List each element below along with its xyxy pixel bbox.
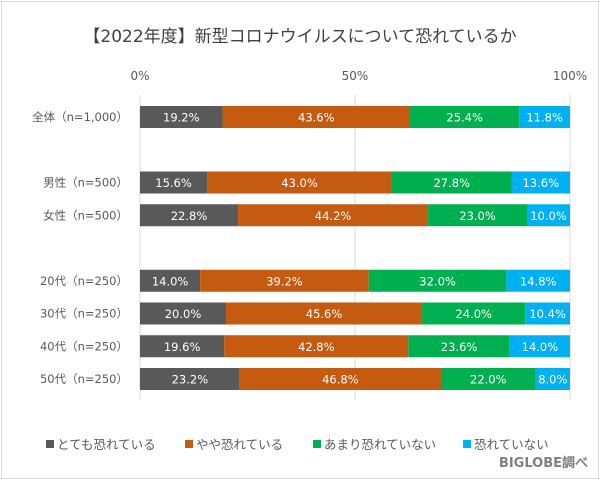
legend-swatch [313,440,321,448]
legend-label: 恐れていない [474,437,549,452]
bar-segment [222,106,411,128]
data-label: 15.6% [155,176,192,190]
x-tick-label: 0% [130,69,149,83]
bar-segment [519,106,570,128]
bar-segment [207,171,392,194]
data-label: 23.0% [459,209,496,223]
data-label: 46.8% [322,373,359,387]
data-label: 14.8% [520,274,557,288]
data-label: 39.2% [266,274,303,288]
bar-segment [441,368,536,390]
bar-segment [527,204,570,227]
data-label: 24.0% [455,307,492,321]
category-label: 20代（n=250） [40,274,128,288]
data-label: 14.0% [522,340,559,354]
bar-segment [226,302,423,325]
bar-segment [428,204,527,227]
category-label: 男性（n=500） [43,176,128,190]
category-label: 40代（n=250） [40,339,128,353]
category-label: 30代（n=250） [40,307,128,321]
data-label: 19.6% [164,340,201,354]
data-label: 20.0% [165,307,202,321]
source-note: BIGLOBE調べ [498,456,588,471]
data-label: 25.4% [446,111,483,125]
bar-segment [239,368,441,390]
legend-label: とても恐れている [57,437,156,452]
bar-segment [410,106,520,128]
bar-segment [535,368,570,390]
bar-segment [140,368,240,390]
data-label: 14.0% [152,274,189,288]
bar-segment [509,335,570,358]
legend-swatch [185,440,193,448]
data-label: 43.0% [281,176,318,190]
category-label: 50代（n=250） [40,372,128,386]
bar-segment [238,204,429,227]
data-label: 45.6% [306,307,343,321]
bar-segment [140,269,201,292]
legend-label: あまり恐れていない [324,437,436,452]
data-label: 10.4% [529,307,566,321]
bar-segment [140,204,239,227]
data-label: 22.0% [470,373,507,387]
data-label: 23.6% [441,340,478,354]
bar-segment [511,171,570,194]
bar-segment [200,269,369,292]
bar-segment [368,269,507,292]
data-label: 44.2% [315,209,352,223]
bar-segment [422,302,526,325]
legend-label: やや恐れている [196,437,283,452]
data-label: 13.6% [522,176,559,190]
data-label: 11.8% [526,111,563,125]
x-tick-label: 100% [553,69,587,83]
chart-title: 【2022年度】新型コロナウイルスについて恐れているか [83,27,517,47]
x-tick-label: 50% [342,69,369,83]
bar-segment [408,335,510,358]
data-label: 22.8% [171,209,208,223]
bar-segment [140,302,226,325]
data-label: 43.6% [298,111,335,125]
bar-segment [224,335,409,358]
bar-segment [525,302,570,325]
data-label: 23.2% [172,373,209,387]
category-label: 女性（n=500） [43,208,128,222]
data-label: 32.0% [419,274,456,288]
bar-segment [506,269,570,292]
legend-swatch [46,440,54,448]
bar-segment [140,106,223,128]
data-label: 8.0% [538,373,567,387]
category-label: 全体（n=1,000） [32,110,128,124]
data-label: 10.0% [530,209,567,223]
data-label: 42.8% [298,340,335,354]
legend-swatch [463,440,471,448]
bar-segment [140,335,225,358]
data-label: 19.2% [163,111,200,125]
data-label: 27.8% [433,176,470,190]
bar-segment [391,171,512,194]
bar-segment [140,171,208,194]
